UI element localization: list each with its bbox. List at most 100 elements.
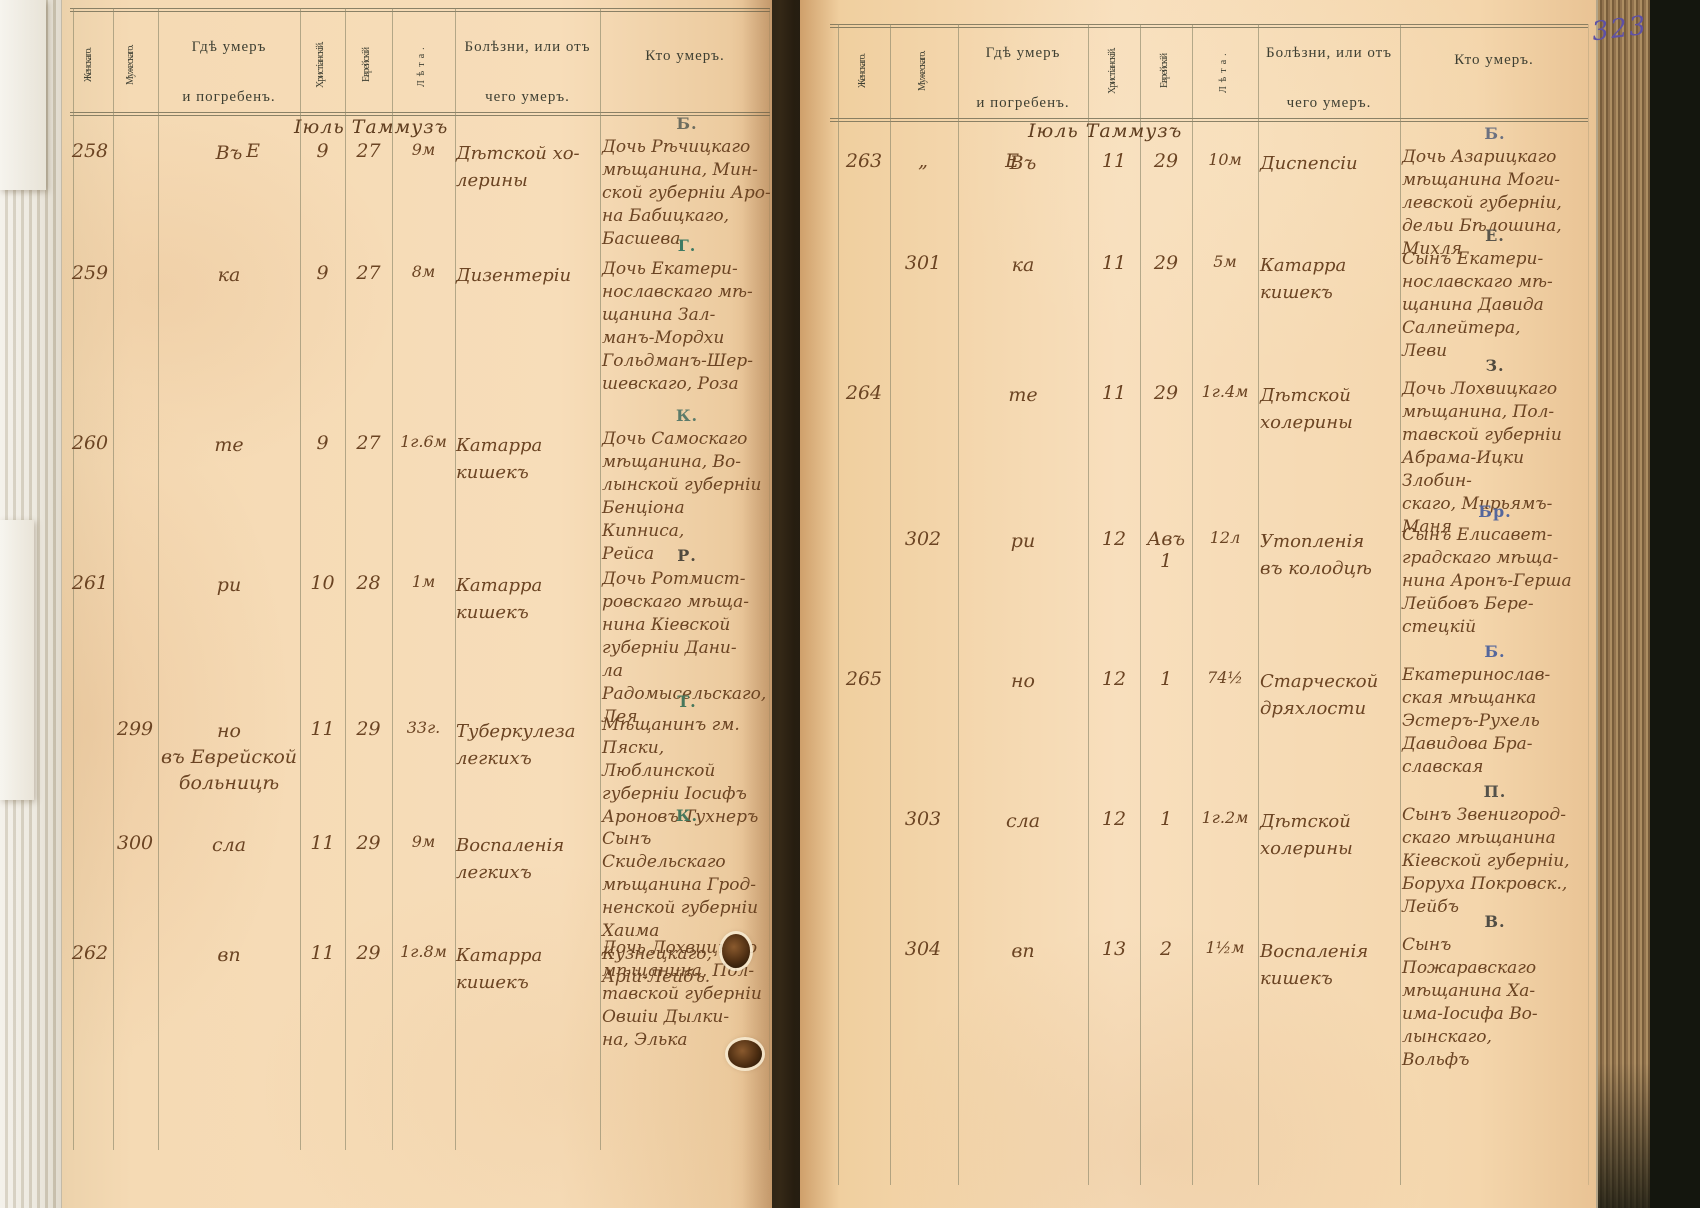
column-header-where-died: Гдѣ умеръ и погребенъ. <box>182 39 276 105</box>
cause-cell: Воспаленія кишекъ <box>1260 941 1369 989</box>
who-died-cell: Бр. Сынъ Елисавет- градскаго мѣща- нина А… <box>1402 502 1588 639</box>
who-died-text: Сынъ Звенигород- скаго мѣщанина Кіевской… <box>1402 805 1570 917</box>
rule-line <box>70 112 770 113</box>
who-died-cell: Дочь Лохвицкаго мѣщанина, Пол- тавской г… <box>602 938 772 1052</box>
age-cell: 1г.6м <box>400 432 447 451</box>
place-cell: вп <box>1011 940 1035 962</box>
clerk-letter-mark: Б. <box>676 114 698 133</box>
clerk-letter-mark: З. <box>1485 356 1505 375</box>
record-number-female: 265 <box>845 668 883 690</box>
cause-cell: Дѣтской холерины <box>1260 385 1353 433</box>
record-number-male: 299 <box>116 718 154 740</box>
records: 263 „ Въ Е 11 29 10м Диспепсіи Б. Дочь Азарицкаго… <box>800 0 1596 1208</box>
clerk-letter-mark: Е. <box>1485 226 1505 245</box>
column-line <box>1088 24 1089 1185</box>
who-died-text: Дочь Самоскаго мѣщанина, Во- лынской губ… <box>602 429 762 564</box>
christian-date-cell: 10 <box>310 572 335 594</box>
place-cell: но <box>1011 670 1035 692</box>
who-died-cell: В. Сынъ Пожаравскаго мѣщанина Ха- има-Іос… <box>1402 912 1588 1072</box>
column-line <box>890 24 891 1185</box>
column-line <box>769 8 770 1150</box>
paper-hole <box>728 1040 762 1068</box>
rule-line <box>830 121 1588 122</box>
christian-date-cell: 9 <box>316 262 329 284</box>
age-cell: 74½ <box>1207 668 1243 687</box>
jewish-date-cell: 29 <box>356 832 381 854</box>
christian-date-cell: 9 <box>316 140 329 162</box>
jewish-date-cell: Авъ 1 <box>1146 528 1186 572</box>
christian-date-cell: 12 <box>1101 528 1127 550</box>
jewish-date-cell: 29 <box>1153 252 1179 274</box>
clerk-letter-mark: В. <box>1484 912 1506 931</box>
column-header-who-died: Кто умеръ. <box>1454 52 1534 68</box>
rule-line <box>70 8 770 9</box>
age-cell: 1г.2м <box>1201 808 1249 827</box>
jewish-date-cell: 29 <box>356 718 381 740</box>
column-header-cause: Болѣзни, или отъ чего умеръ. <box>464 39 591 105</box>
christian-date-cell: 11 <box>1101 252 1127 274</box>
who-died-text: Екатеринослав- ская мѣщанка Эстеръ-Рухел… <box>1402 665 1551 777</box>
christian-date-cell: 11 <box>310 942 335 964</box>
clerk-letter-mark: Б. <box>1484 642 1506 661</box>
age-cell: 5м <box>1213 252 1237 271</box>
who-died-text: Дочь Ротмист- ровскаго мѣща- нина Кіевск… <box>602 569 767 727</box>
who-died-cell: З. Дочь Лохвицкаго мѣщанина, Пол- тавской… <box>1402 356 1588 539</box>
record-number-female: 258 <box>71 140 109 162</box>
column-line <box>1140 24 1141 1185</box>
place-mark: Е <box>246 140 260 162</box>
christian-date-cell: 11 <box>310 718 335 740</box>
loose-sheet-corner <box>0 0 46 190</box>
column-header-who-died: Кто умеръ. <box>645 48 725 64</box>
who-died-cell: Р. Дочь Ротмист- ровскаго мѣща- нина Кіев… <box>602 546 772 729</box>
cause-cell: Дизентеріи <box>456 265 572 286</box>
age-cell: 12л <box>1209 528 1241 547</box>
rule-line <box>70 11 770 12</box>
who-died-text: Мѣщанинъ гм. Пяски, Люблинской губерніи … <box>602 715 759 827</box>
who-died-text: Дочь Екатери- нославскаго мѣ- щанина Зал… <box>602 259 753 394</box>
christian-date-cell: 9 <box>316 432 329 454</box>
jewish-date-cell: 1 <box>1159 808 1173 830</box>
rule-line <box>830 24 1588 25</box>
age-cell: 10м <box>1208 150 1242 169</box>
column-line <box>600 8 601 1150</box>
place-cell: сла <box>211 834 247 856</box>
who-died-cell: К. Сынъ Скидельскаго мѣщанина Грод- ненск… <box>602 806 772 989</box>
record-number-male: 301 <box>904 252 942 274</box>
column-line <box>455 8 456 1150</box>
records: 258 Въ Е 9 27 9м Дѣтской хо- лерины Б. Дочь Рѣчи… <box>62 0 772 1208</box>
who-died-cell: Т. Мѣщанинъ гм. Пяски, Люблинской губерні… <box>602 692 772 829</box>
christian-date-cell: 11 <box>310 832 335 854</box>
age-cell: 9м <box>411 140 436 159</box>
clerk-letter-mark: Г. <box>677 236 697 255</box>
who-died-text: Дочь Рѣчицкаго мѣщанина, Мин- ской губер… <box>602 137 771 249</box>
age-cell: 1м <box>411 572 436 591</box>
cause-cell: Катарра кишекъ <box>456 575 543 623</box>
column-line <box>1258 24 1259 1185</box>
record-number-male: 303 <box>904 808 942 830</box>
age-cell: 8м <box>411 262 436 281</box>
jewish-date-cell: 29 <box>356 942 381 964</box>
rule-line <box>830 118 1588 119</box>
who-died-cell: Г. Дочь Екатери- нославскаго мѣ- щанина З… <box>602 236 772 396</box>
place-cell: но въ Еврейской больницѣ <box>161 720 297 794</box>
cause-cell: Туберкулеза легкихъ <box>456 721 576 769</box>
who-died-cell: Б. Дочь Рѣчицкаго мѣщанина, Мин- ской губ… <box>602 114 772 251</box>
place-mark: Е <box>1005 150 1019 172</box>
cause-cell: Катарра кишекъ <box>456 435 543 483</box>
who-died-text: Сынъ Екатери- нославскаго мѣ- щанина Дав… <box>1402 249 1553 361</box>
place-cell: Въ <box>1009 152 1037 174</box>
stacked-page-edges <box>1598 0 1650 1208</box>
jewish-date-cell: 2 <box>1159 938 1173 960</box>
cause-cell: Утопленія въ колодцѣ <box>1260 531 1372 579</box>
age-cell: 9м <box>411 832 436 851</box>
loose-sheet-edge <box>0 520 34 800</box>
jewish-date-cell: 28 <box>356 572 381 594</box>
jewish-date-cell: 27 <box>356 432 381 454</box>
jewish-date-cell: 27 <box>356 140 381 162</box>
clerk-letter-mark: К. <box>675 406 699 425</box>
record-number-female: 262 <box>71 942 109 964</box>
who-died-cell: П. Сынъ Звенигород- скаго мѣщанина Кіевск… <box>1402 782 1588 919</box>
column-header-where-died: Гдѣ умеръ и погребенъ. <box>976 45 1070 111</box>
christian-date-cell: 13 <box>1101 938 1127 960</box>
